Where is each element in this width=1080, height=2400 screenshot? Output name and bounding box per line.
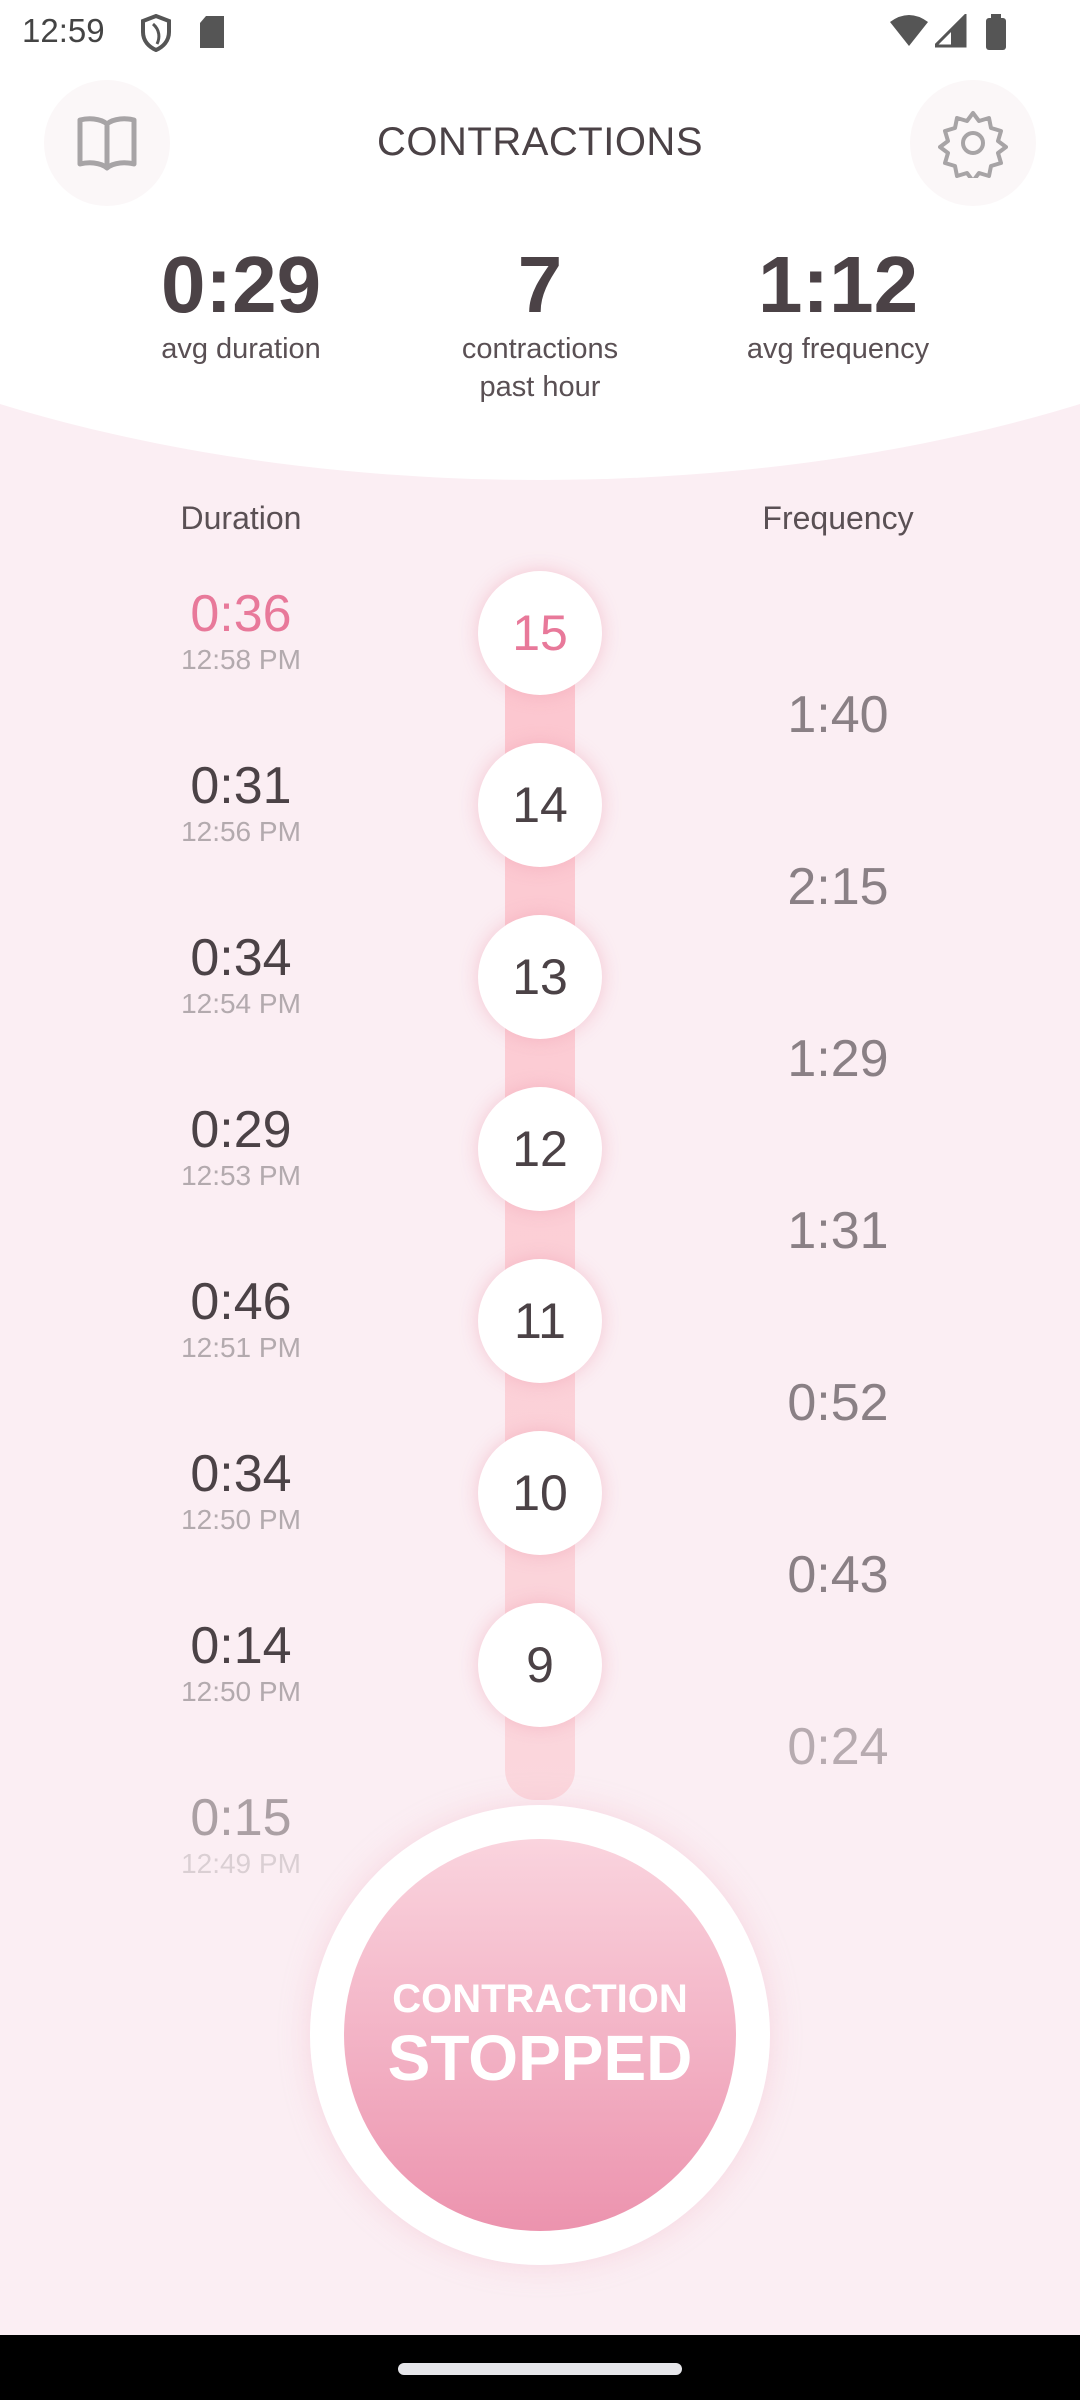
gear-icon xyxy=(938,111,1008,178)
frequency-value: 0:43 xyxy=(787,1546,889,1604)
duration-value: 0:14 xyxy=(190,1617,292,1675)
page-title: CONTRACTIONS xyxy=(377,120,703,164)
duration-cell: 0:36 12:58 PM xyxy=(91,583,391,675)
settings-button[interactable] xyxy=(910,80,1036,206)
duration-value: 0:31 xyxy=(190,757,292,815)
duration-cell: 0:34 12:54 PM xyxy=(91,927,391,1019)
stat-value: 1:12 xyxy=(757,240,919,329)
battery-icon xyxy=(986,14,1006,50)
home-handle[interactable] xyxy=(398,2363,682,2375)
stat-value: 0:29 xyxy=(160,240,322,329)
contraction-row[interactable]: 0:36 12:58 PM 15 1:40 xyxy=(0,571,1080,805)
start-time: 12:54 PM xyxy=(181,988,301,1019)
contraction-number-bubble[interactable]: 13 xyxy=(478,915,602,1039)
shield-icon xyxy=(141,14,171,52)
start-time: 12:53 PM xyxy=(181,1160,301,1191)
navigation-bar xyxy=(0,2335,1080,2400)
frequency-value: 1:29 xyxy=(787,1030,889,1088)
start-time: 12:49 PM xyxy=(181,1848,301,1879)
duration-value: 0:34 xyxy=(190,1445,292,1503)
contraction-toggle-button[interactable]: CONTRACTION STOPPED xyxy=(310,1805,770,2265)
start-time: 12:51 PM xyxy=(181,1332,301,1363)
guide-button[interactable] xyxy=(44,80,170,206)
contraction-number-bubble[interactable]: 11 xyxy=(478,1259,602,1383)
start-time: 12:58 PM xyxy=(181,644,301,675)
duration-cell: 0:15 12:49 PM xyxy=(91,1787,391,1879)
contraction-row[interactable]: 0:34 12:50 PM 10 0:43 xyxy=(0,1431,1080,1665)
duration-cell: 0:29 12:53 PM xyxy=(91,1099,391,1191)
book-icon xyxy=(77,116,137,171)
duration-value: 0:29 xyxy=(190,1101,292,1159)
contraction-number-bubble[interactable]: 9 xyxy=(478,1603,602,1727)
duration-cell: 0:34 12:50 PM xyxy=(91,1443,391,1535)
contraction-row[interactable]: 0:14 12:50 PM 9 0:24 xyxy=(0,1603,1080,1837)
duration-value: 0:34 xyxy=(190,929,292,987)
stat-label: contractions past hour xyxy=(461,333,619,403)
start-time: 12:50 PM xyxy=(181,1504,301,1535)
contraction-row[interactable]: 0:29 12:53 PM 12 1:31 xyxy=(0,1087,1080,1321)
frequency-value: 1:40 xyxy=(787,686,889,744)
duration-cell: 0:46 12:51 PM xyxy=(91,1271,391,1363)
frequency-column-header: Frequency xyxy=(762,500,914,536)
signal-icon xyxy=(935,14,967,48)
contraction-number-bubble[interactable]: 15 xyxy=(478,571,602,695)
header-panel xyxy=(0,0,1080,480)
contraction-row[interactable]: 0:34 12:54 PM 13 1:29 xyxy=(0,915,1080,1149)
wifi-icon xyxy=(890,15,928,46)
sd-card-icon xyxy=(200,16,224,48)
button-line2: STOPPED xyxy=(387,2021,693,2094)
frequency-value: 2:15 xyxy=(787,858,889,916)
duration-cell: 0:31 12:56 PM xyxy=(91,755,391,847)
contraction-row[interactable]: 0:15 12:49 PM xyxy=(0,1789,1080,2009)
stat-value: 7 xyxy=(517,240,563,329)
stat-avg-duration: 0:29 avg duration xyxy=(91,240,391,368)
contraction-number-bubble[interactable]: 10 xyxy=(478,1431,602,1555)
frequency-value: 1:31 xyxy=(787,1202,889,1260)
contraction-number-bubble[interactable]: 12 xyxy=(478,1087,602,1211)
stat-label: avg frequency xyxy=(746,333,930,365)
duration-value: 0:15 xyxy=(190,1789,292,1847)
stat-avg-frequency: 1:12 avg frequency xyxy=(688,240,988,368)
contraction-row[interactable]: 0:46 12:51 PM 11 0:52 xyxy=(0,1259,1080,1493)
stat-contractions-past-hour: 7 contractions past hour xyxy=(390,240,690,406)
contraction-toggle-inner: CONTRACTION STOPPED xyxy=(344,1839,736,2231)
duration-column-header: Duration xyxy=(180,500,302,536)
button-line1: CONTRACTION xyxy=(392,1976,688,2021)
start-time: 12:50 PM xyxy=(181,1676,301,1707)
frequency-value: 0:24 xyxy=(787,1718,889,1776)
status-time: 12:59 xyxy=(22,12,105,49)
frequency-value: 0:52 xyxy=(787,1374,889,1432)
duration-value: 0:46 xyxy=(190,1273,292,1331)
start-time: 12:56 PM xyxy=(181,816,301,847)
duration-value: 0:36 xyxy=(190,585,292,643)
status-bar: 12:59 xyxy=(0,0,1080,70)
stat-label: avg duration xyxy=(161,333,321,365)
duration-cell: 0:14 12:50 PM xyxy=(91,1615,391,1707)
contraction-row[interactable]: 0:31 12:56 PM 14 2:15 xyxy=(0,743,1080,977)
contraction-number-bubble[interactable]: 14 xyxy=(478,743,602,867)
